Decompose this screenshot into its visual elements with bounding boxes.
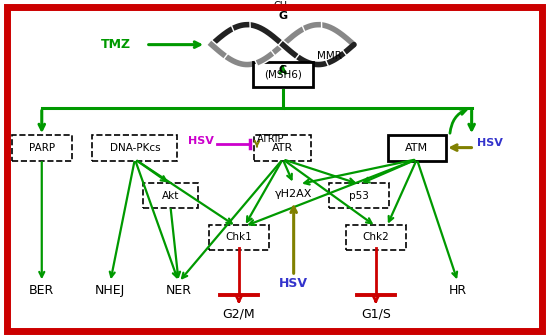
Text: NER: NER	[166, 284, 192, 297]
Text: C: C	[279, 65, 287, 75]
Text: G2/M: G2/M	[222, 307, 255, 320]
FancyBboxPatch shape	[329, 183, 389, 208]
Text: ATRIP: ATRIP	[257, 134, 284, 144]
Text: G: G	[278, 11, 287, 22]
FancyBboxPatch shape	[388, 135, 446, 161]
FancyBboxPatch shape	[12, 135, 72, 161]
FancyArrowPatch shape	[469, 111, 474, 130]
Text: p53: p53	[350, 191, 369, 201]
Text: HR: HR	[449, 284, 467, 297]
Text: PARP: PARP	[29, 142, 55, 153]
Text: ATM: ATM	[405, 142, 428, 153]
Text: HSV: HSV	[477, 138, 503, 148]
FancyBboxPatch shape	[92, 135, 177, 161]
Text: DNA-PKcs: DNA-PKcs	[110, 142, 160, 153]
FancyBboxPatch shape	[143, 183, 198, 208]
Text: HSV: HSV	[279, 277, 308, 290]
FancyBboxPatch shape	[346, 225, 406, 250]
Text: G1/S: G1/S	[361, 307, 391, 320]
FancyArrowPatch shape	[450, 109, 466, 133]
Text: MMR: MMR	[317, 51, 341, 61]
Text: Chk2: Chk2	[362, 232, 389, 242]
Text: CH₃: CH₃	[273, 1, 292, 11]
Text: BER: BER	[29, 284, 54, 297]
FancyBboxPatch shape	[253, 62, 313, 87]
Text: γH2AX: γH2AX	[275, 189, 312, 199]
Text: HSV: HSV	[188, 136, 214, 146]
Text: ATR: ATR	[272, 142, 293, 153]
FancyBboxPatch shape	[254, 135, 311, 161]
Text: (MSH6): (MSH6)	[264, 70, 301, 80]
Text: Akt: Akt	[162, 191, 179, 201]
Text: TMZ: TMZ	[100, 38, 131, 51]
Text: NHEJ: NHEJ	[95, 284, 125, 297]
FancyBboxPatch shape	[209, 225, 269, 250]
Text: Chk1: Chk1	[226, 232, 253, 242]
